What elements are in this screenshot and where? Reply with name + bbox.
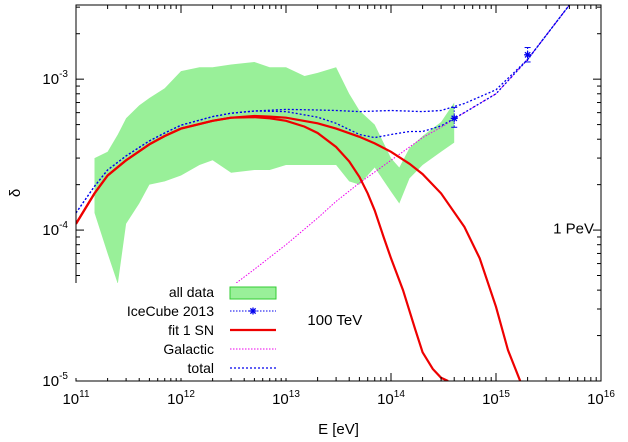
series-layer bbox=[76, 5, 570, 381]
x-axis-label: E [eV] bbox=[318, 421, 359, 438]
legend-samples bbox=[229, 286, 277, 369]
legend-marker-stroke bbox=[249, 307, 257, 315]
legend-label-total: total bbox=[188, 360, 214, 376]
annotation-1pev: 1 PeV bbox=[553, 220, 594, 237]
x-tick-label: 1012 bbox=[167, 389, 195, 408]
icecube-point bbox=[524, 51, 532, 59]
annotation-100tev: 100 TeV bbox=[307, 312, 362, 329]
icecube-point-stroke bbox=[524, 51, 531, 58]
galactic-line bbox=[76, 5, 570, 351]
x-tick-base: 10 bbox=[482, 391, 499, 408]
x-tick-label: 1016 bbox=[587, 389, 615, 408]
x-tick-exp: 11 bbox=[79, 389, 90, 400]
legend-swatch-all-data bbox=[229, 286, 277, 300]
legend-label-all-data: all data bbox=[169, 284, 214, 300]
all-data-band bbox=[94, 62, 455, 284]
plot-frame bbox=[75, 4, 602, 382]
y-tick-base: 10 bbox=[42, 373, 59, 390]
legend: all data IceCube 2013 fit 1 SN Galactic … bbox=[70, 283, 290, 378]
x-tick-label: 1013 bbox=[272, 389, 300, 408]
y-tick-base: 10 bbox=[42, 71, 59, 88]
y-tick-exp: -3 bbox=[59, 69, 68, 80]
y-tick-exp: -5 bbox=[59, 371, 68, 382]
y-axis-label: δ bbox=[7, 189, 24, 197]
x-tick-label: 1011 bbox=[62, 389, 90, 408]
x-tick-exp: 12 bbox=[184, 389, 196, 400]
x-tick-exp: 13 bbox=[289, 389, 301, 400]
y-tick-label: 10-4 bbox=[42, 220, 68, 239]
icecube-point bbox=[450, 114, 458, 122]
x-tick-exp: 16 bbox=[604, 389, 616, 400]
legend-icecube-marker bbox=[249, 307, 257, 315]
fit-line-100tev bbox=[76, 116, 449, 381]
icecube-point-stroke bbox=[451, 115, 458, 122]
x-tick-base: 10 bbox=[587, 391, 604, 408]
legend-label-fit: fit 1 SN bbox=[168, 322, 214, 338]
x-tick-exp: 15 bbox=[499, 389, 511, 400]
y-tick-label: 10-3 bbox=[42, 69, 68, 88]
y-tick-base: 10 bbox=[42, 222, 59, 239]
x-tick-base: 10 bbox=[62, 391, 79, 408]
legend-label-galactic: Galactic bbox=[163, 341, 214, 357]
plot-area bbox=[76, 5, 570, 381]
y-tick-label: 10-5 bbox=[42, 371, 68, 390]
total-line-1pev bbox=[76, 5, 570, 214]
x-tick-base: 10 bbox=[167, 391, 184, 408]
y-tick-exp: -4 bbox=[59, 220, 68, 231]
x-tick-exp: 14 bbox=[394, 389, 406, 400]
x-tick-base: 10 bbox=[377, 391, 394, 408]
legend-label-icecube: IceCube 2013 bbox=[127, 303, 214, 319]
x-tick-base: 10 bbox=[272, 391, 289, 408]
x-tick-label: 1015 bbox=[482, 389, 510, 408]
x-tick-label: 1014 bbox=[377, 389, 405, 408]
